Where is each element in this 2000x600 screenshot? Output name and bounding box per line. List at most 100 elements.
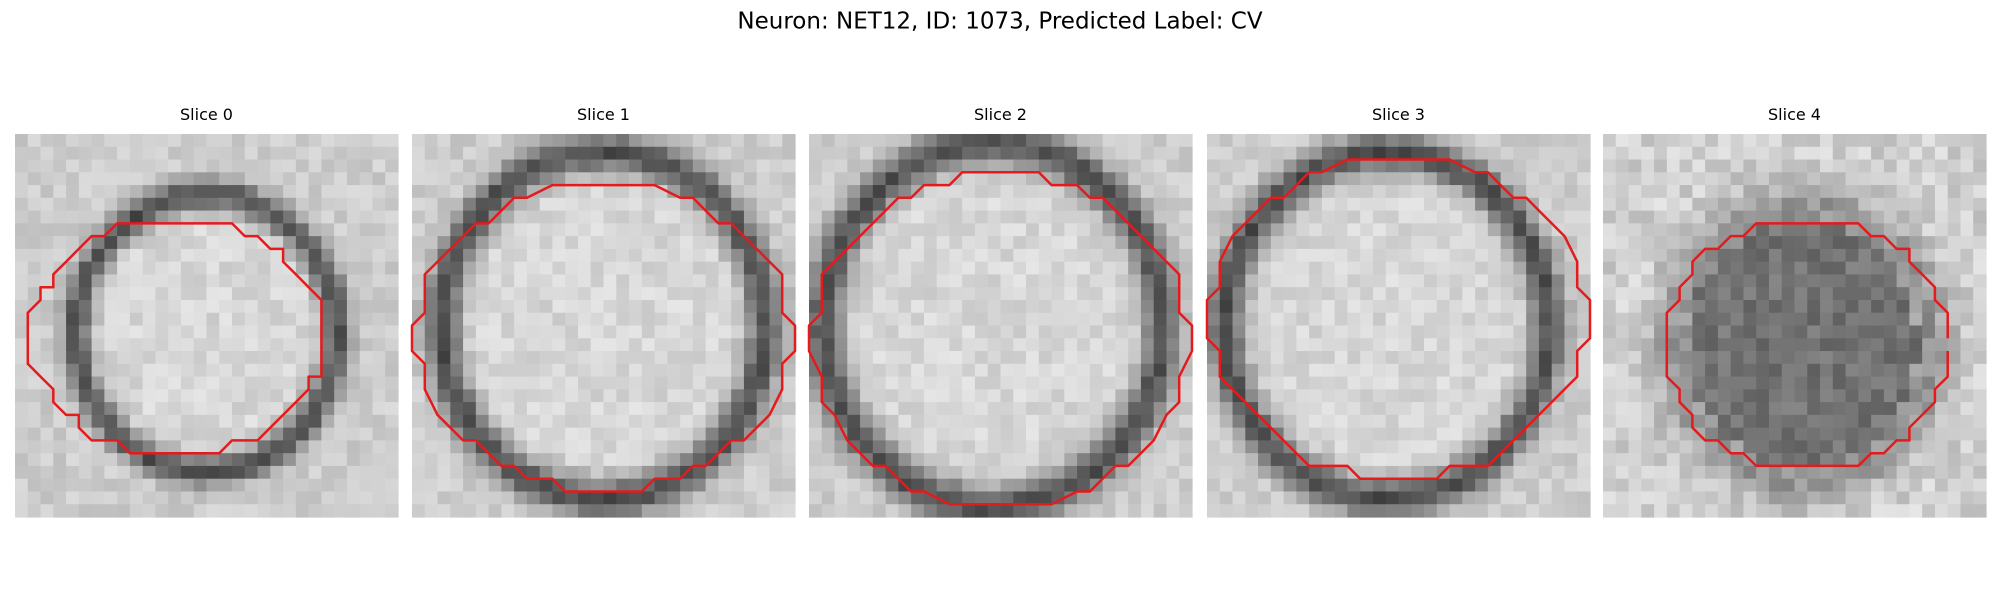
pixel [1411, 248, 1425, 263]
pixel [1128, 312, 1142, 327]
pixel [1628, 210, 1642, 224]
pixel [1858, 363, 1872, 378]
pixel [1153, 478, 1168, 493]
pixel [437, 402, 451, 416]
pixel [1411, 274, 1425, 288]
pixel [1258, 134, 1272, 148]
pixel [1321, 338, 1336, 352]
pixel [40, 389, 54, 403]
pixel [1179, 504, 1193, 518]
pixel [680, 389, 694, 403]
pixel [872, 440, 887, 454]
pixel [1102, 134, 1116, 148]
pixel [104, 134, 118, 148]
pixel [1666, 274, 1681, 288]
pixel [1372, 478, 1387, 493]
pixel [1743, 197, 1757, 212]
pixel [219, 402, 233, 416]
pixel [1781, 210, 1796, 224]
pixel [1577, 248, 1591, 263]
pixel [142, 427, 157, 441]
pixel [488, 146, 502, 161]
pixel [334, 274, 348, 288]
pixel [1845, 236, 1859, 250]
pixel [321, 261, 335, 276]
pixel [821, 299, 836, 314]
pixel [1128, 146, 1142, 161]
pixel [692, 427, 707, 441]
pixel [142, 338, 157, 352]
pixel [1909, 478, 1923, 493]
pixel [565, 185, 579, 199]
pixel [475, 338, 490, 352]
pixel [1140, 414, 1155, 429]
pixel [1089, 274, 1104, 288]
pixel [334, 414, 348, 429]
pixel [437, 172, 451, 186]
pixel [1743, 210, 1757, 224]
pixel [565, 274, 579, 288]
pixel [1756, 402, 1770, 416]
pixel [40, 312, 54, 327]
pixel [936, 134, 951, 148]
pixel [168, 197, 182, 212]
pixel [1051, 338, 1065, 352]
pixel [372, 427, 386, 441]
pixel [1153, 351, 1168, 365]
pixel [987, 287, 1002, 301]
pixel [168, 478, 182, 493]
pixel [1051, 299, 1065, 314]
pixel [911, 134, 925, 148]
pixel [1922, 504, 1936, 518]
pixel [1705, 478, 1719, 493]
pixel [1334, 261, 1349, 276]
pixel [1102, 478, 1116, 493]
pixel [1115, 325, 1129, 339]
pixel [565, 146, 579, 161]
pixel [232, 440, 246, 454]
pixel [552, 236, 566, 250]
pixel [577, 299, 592, 314]
pixel [1013, 389, 1027, 403]
pixel [1487, 402, 1502, 416]
pixel [565, 491, 579, 505]
pixel [911, 376, 925, 390]
pixel [1513, 223, 1527, 237]
pixel [1102, 146, 1116, 161]
pixel [1219, 478, 1234, 493]
pixel [1654, 351, 1668, 365]
pixel [962, 478, 976, 493]
pixel [949, 465, 963, 480]
pixel [1641, 274, 1655, 288]
pixel [987, 210, 1002, 224]
pixel [27, 312, 42, 327]
pixel [809, 172, 823, 186]
pixel [283, 197, 297, 212]
pixel [1564, 402, 1578, 416]
pixel [1411, 261, 1425, 276]
pixel [743, 210, 758, 224]
pixel [1245, 248, 1259, 263]
pixel [1909, 376, 1923, 390]
pixel [91, 363, 105, 378]
pixel [66, 338, 80, 352]
pixel [705, 146, 719, 161]
pixel [1077, 414, 1091, 429]
pixel [1398, 427, 1412, 441]
pixel [923, 312, 938, 327]
pixel [1424, 440, 1438, 454]
pixel [1372, 504, 1387, 518]
pixel [1411, 478, 1425, 493]
pixel [1832, 389, 1847, 403]
pixel [1883, 453, 1898, 467]
pixel [1398, 325, 1412, 339]
pixel [743, 338, 758, 352]
pixel [962, 287, 976, 301]
pixel [705, 197, 719, 212]
pixel [283, 210, 297, 224]
pixel [1128, 159, 1142, 173]
pixel [1960, 325, 1974, 339]
pixel [1449, 351, 1463, 365]
pixel [1666, 248, 1681, 263]
pixel [40, 414, 54, 429]
